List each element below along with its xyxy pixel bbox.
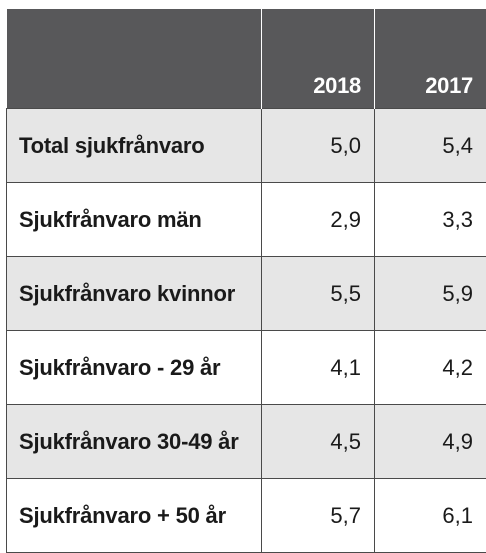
table-row: Sjukfrånvaro - 29 år 4,1 4,2: [6, 330, 486, 405]
value-2017: 4,9: [374, 404, 486, 479]
row-label: Sjukfrånvaro kvinnor: [6, 256, 262, 331]
value-2017: 6,1: [374, 478, 486, 553]
value-2017: 4,2: [374, 330, 486, 405]
value-2018: 5,5: [261, 256, 375, 331]
value-2018: 4,1: [261, 330, 375, 405]
header-label-column: [6, 9, 262, 109]
value-2018: 4,5: [261, 404, 375, 479]
table-header-row: 2018 2017: [6, 9, 486, 109]
value-2018: 2,9: [261, 182, 375, 257]
row-label: Total sjukfrånvaro: [6, 108, 262, 183]
sick-leave-table: 2018 2017 Total sjukfrånvaro 5,0 5,4 Sju…: [6, 9, 486, 553]
table-row: Sjukfrånvaro 30-49 år 4,5 4,9: [6, 404, 486, 479]
value-2017: 3,3: [374, 182, 486, 257]
row-label: Sjukfrånvaro - 29 år: [6, 330, 262, 405]
header-year-2018: 2018: [261, 9, 375, 109]
value-2018: 5,0: [261, 108, 375, 183]
value-2017: 5,4: [374, 108, 486, 183]
sick-leave-table-container: 2018 2017 Total sjukfrånvaro 5,0 5,4 Sju…: [6, 9, 486, 553]
row-label: Sjukfrånvaro + 50 år: [6, 478, 262, 553]
table-row: Sjukfrånvaro män 2,9 3,3: [6, 182, 486, 257]
value-2018: 5,7: [261, 478, 375, 553]
table-row: Total sjukfrånvaro 5,0 5,4: [6, 108, 486, 183]
value-2017: 5,9: [374, 256, 486, 331]
row-label: Sjukfrånvaro män: [6, 182, 262, 257]
table-row: Sjukfrånvaro + 50 år 5,7 6,1: [6, 478, 486, 553]
header-year-2017: 2017: [374, 9, 486, 109]
table-row: Sjukfrånvaro kvinnor 5,5 5,9: [6, 256, 486, 331]
row-label: Sjukfrånvaro 30-49 år: [6, 404, 262, 479]
